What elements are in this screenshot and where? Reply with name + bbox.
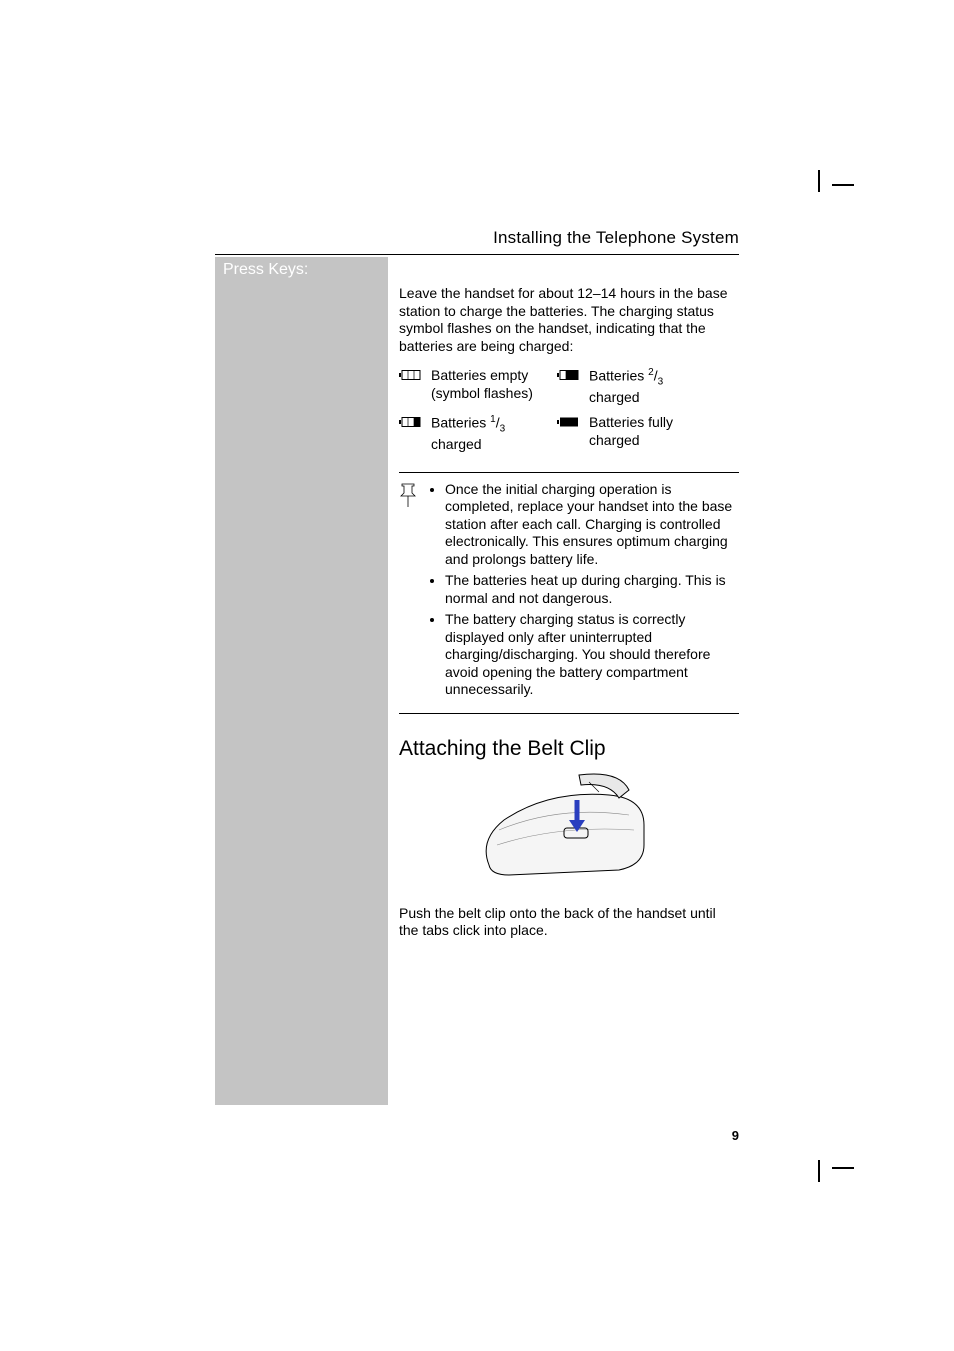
text: 3 — [658, 376, 664, 387]
text: Batteries — [431, 415, 490, 431]
belt-clip-figure — [399, 770, 739, 895]
crop-mark — [832, 1167, 854, 1169]
battery-one-third-label: Batteries 1/3 charged — [431, 414, 549, 453]
text: (symbol flashes) — [431, 385, 533, 401]
battery-two-thirds-label: Batteries 2/3 charged — [589, 367, 707, 406]
crop-mark — [818, 170, 820, 192]
battery-empty-icon — [399, 367, 423, 385]
content-area: Leave the handset for about 12–14 hours … — [399, 285, 739, 940]
header-rule — [215, 254, 739, 255]
text: 1 — [490, 414, 496, 425]
note-item: The battery charging status is correctly… — [445, 611, 739, 699]
battery-empty-label: Batteries empty (symbol flashes) — [431, 367, 549, 402]
note-box: Once the initial charging operation is c… — [399, 472, 739, 714]
sidebar-label: Press Keys: — [223, 261, 308, 278]
pushpin-icon — [399, 481, 419, 703]
page-title: Installing the Telephone System — [395, 228, 739, 248]
belt-clip-caption: Push the belt clip onto the back of the … — [399, 905, 739, 940]
text: Batteries fully — [589, 414, 673, 430]
note-item: The batteries heat up during charging. T… — [445, 572, 739, 607]
battery-two-thirds-icon — [557, 367, 581, 385]
page-number: 9 — [732, 1128, 739, 1143]
battery-one-third-icon — [399, 414, 423, 432]
battery-full-icon — [557, 414, 581, 432]
text: 3 — [500, 424, 506, 435]
crop-mark — [832, 184, 854, 186]
text: 2 — [648, 367, 654, 378]
belt-clip-heading: Attaching the Belt Clip — [399, 736, 739, 762]
battery-full-label: Batteries fully charged — [589, 414, 707, 449]
text: charged — [431, 436, 482, 452]
note-item: Once the initial charging operation is c… — [445, 481, 739, 569]
text: charged — [589, 432, 640, 448]
text: charged — [589, 389, 640, 405]
text: Batteries — [589, 368, 648, 384]
battery-status-grid: Batteries empty (symbol flashes) Batteri… — [399, 367, 739, 454]
page: Installing the Telephone System Press Ke… — [0, 0, 954, 1351]
note-list: Once the initial charging operation is c… — [429, 481, 739, 703]
text: Batteries empty — [431, 367, 528, 383]
sidebar: Press Keys: — [215, 257, 388, 1105]
intro-paragraph: Leave the handset for about 12–14 hours … — [399, 285, 739, 355]
crop-mark — [818, 1160, 820, 1182]
